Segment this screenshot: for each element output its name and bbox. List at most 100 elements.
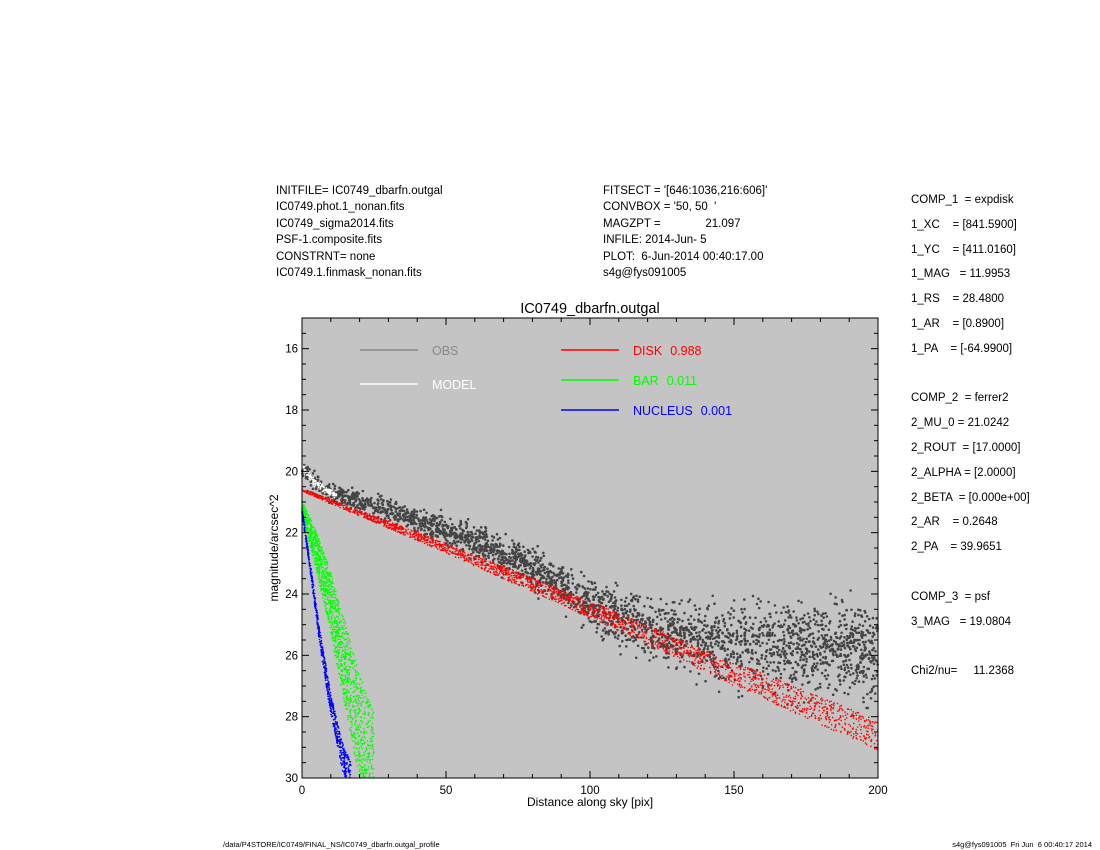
obs-point — [519, 552, 523, 555]
obs-point — [731, 634, 735, 638]
obs-point — [707, 631, 710, 634]
model-point — [331, 491, 334, 494]
disk-point — [777, 679, 780, 681]
disk-point — [769, 691, 772, 693]
disk-point — [792, 697, 795, 699]
disk-point — [583, 610, 585, 612]
obs-point — [441, 523, 445, 527]
disk-point — [684, 644, 686, 646]
obs-point — [852, 645, 856, 648]
disk-point — [717, 672, 720, 675]
obs-point — [372, 511, 376, 515]
disk-point — [665, 651, 668, 654]
disk-point — [821, 699, 824, 701]
disk-point — [526, 580, 529, 583]
disk-point — [438, 540, 440, 543]
obs-point — [672, 613, 676, 616]
disk-point — [830, 700, 832, 702]
obs-point — [796, 651, 799, 654]
obs-point — [779, 655, 783, 658]
obs-point — [683, 665, 686, 669]
obs-point — [708, 655, 712, 659]
disk-point — [394, 525, 397, 527]
disk-point — [617, 629, 619, 631]
disk-point — [303, 489, 305, 492]
disk-point — [411, 534, 414, 536]
obs-point — [857, 613, 860, 617]
obs-point — [498, 554, 501, 558]
obs-point — [739, 621, 743, 625]
model-point — [327, 492, 330, 494]
disk-point — [776, 685, 779, 687]
obs-point — [759, 600, 762, 603]
disk-point — [687, 651, 690, 654]
disk-point — [816, 695, 818, 697]
disk-point — [484, 564, 487, 567]
disk-point — [554, 591, 556, 593]
obs-point — [415, 513, 419, 517]
obs-point — [557, 573, 561, 577]
disk-point — [480, 564, 482, 566]
disk-point — [714, 656, 717, 659]
obs-point — [492, 536, 496, 539]
bar-point — [354, 669, 357, 672]
obs-point — [671, 601, 675, 604]
disk-point — [782, 698, 784, 701]
obs-point — [855, 646, 859, 650]
obs-point — [524, 560, 528, 563]
obs-point — [845, 663, 849, 667]
disk-point — [791, 704, 793, 706]
obs-point — [628, 610, 632, 613]
disk-point — [373, 520, 376, 523]
obs-point — [380, 510, 383, 513]
disk-point — [807, 708, 809, 710]
disk-point — [859, 723, 861, 726]
obs-point — [487, 552, 491, 555]
disk-point — [431, 540, 434, 542]
plot-background — [302, 318, 878, 778]
disk-point — [762, 687, 764, 690]
disk-point — [522, 582, 524, 585]
disk-point — [419, 539, 422, 541]
obs-point — [676, 647, 679, 651]
disk-point — [674, 650, 677, 653]
obs-point — [516, 548, 519, 552]
disk-point — [521, 584, 523, 586]
disk-point — [772, 678, 775, 681]
disk-point — [536, 581, 539, 583]
disk-point — [700, 664, 703, 667]
disk-point — [477, 561, 479, 563]
obs-point — [828, 622, 831, 625]
disk-point — [426, 536, 429, 538]
obs-point — [799, 617, 802, 621]
disk-point — [860, 726, 862, 728]
obs-point — [784, 656, 787, 660]
obs-point — [495, 532, 499, 536]
obs-point — [787, 616, 790, 619]
disk-point — [871, 730, 873, 732]
obs-point — [837, 625, 841, 629]
disk-point — [372, 520, 375, 523]
disk-point — [498, 572, 500, 575]
disk-point — [611, 615, 614, 617]
disk-point — [633, 631, 635, 634]
obs-point — [829, 649, 832, 653]
header-line: 2_ROUT = [17.0000] — [911, 441, 1021, 454]
obs-point — [565, 584, 568, 587]
disk-point — [647, 627, 650, 630]
obs-point — [851, 681, 854, 684]
obs-point — [735, 638, 738, 642]
disk-point — [535, 580, 538, 582]
obs-point — [727, 636, 730, 640]
obs-point — [341, 491, 345, 494]
disk-point — [544, 582, 547, 585]
obs-point — [848, 634, 852, 637]
obs-point — [751, 657, 754, 661]
obs-point — [668, 618, 672, 621]
disk-point — [863, 726, 865, 728]
disk-point — [715, 661, 718, 664]
disk-point — [693, 647, 695, 650]
disk-point — [766, 697, 769, 700]
disk-point — [729, 663, 732, 665]
disk-point — [753, 683, 755, 685]
